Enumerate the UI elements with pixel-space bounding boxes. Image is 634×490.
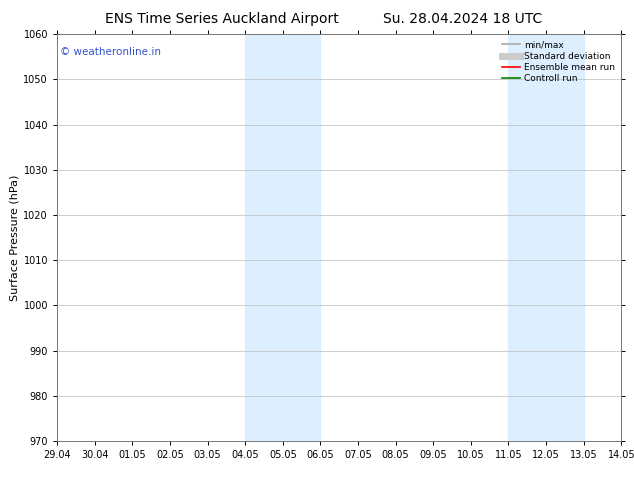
Bar bbox=[508, 34, 584, 441]
Legend: min/max, Standard deviation, Ensemble mean run, Controll run: min/max, Standard deviation, Ensemble me… bbox=[500, 39, 617, 85]
Text: © weatheronline.in: © weatheronline.in bbox=[60, 47, 161, 56]
Text: ENS Time Series Auckland Airport: ENS Time Series Auckland Airport bbox=[105, 12, 339, 26]
Bar bbox=[245, 34, 320, 441]
Text: Su. 28.04.2024 18 UTC: Su. 28.04.2024 18 UTC bbox=[383, 12, 543, 26]
Y-axis label: Surface Pressure (hPa): Surface Pressure (hPa) bbox=[10, 174, 19, 301]
